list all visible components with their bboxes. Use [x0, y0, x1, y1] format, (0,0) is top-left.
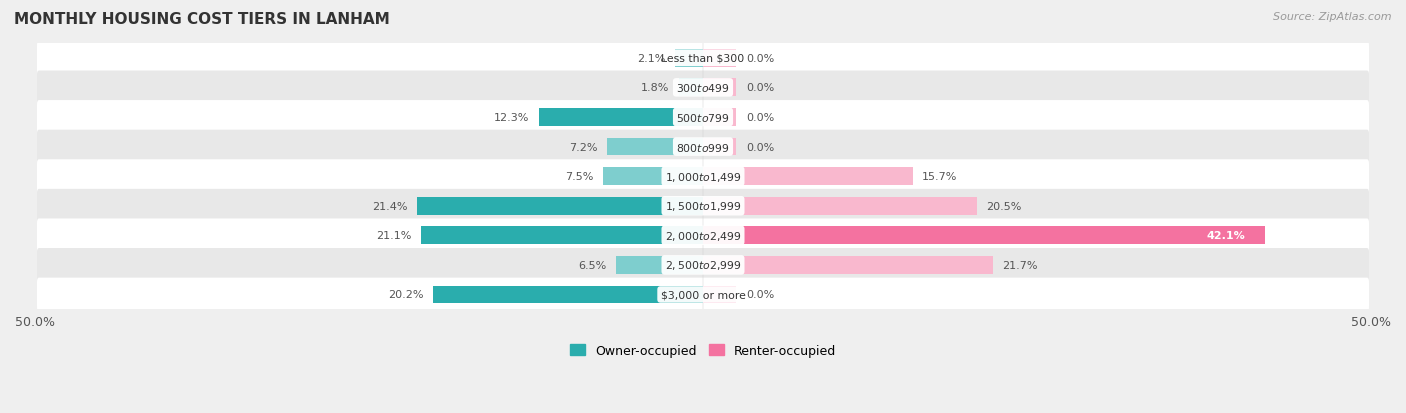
Bar: [703, 197, 977, 215]
Bar: [703, 227, 1265, 244]
Text: MONTHLY HOUSING COST TIERS IN LANHAM: MONTHLY HOUSING COST TIERS IN LANHAM: [14, 12, 389, 27]
Bar: [603, 168, 703, 185]
Legend: Owner-occupied, Renter-occupied: Owner-occupied, Renter-occupied: [565, 339, 841, 362]
Bar: [418, 197, 703, 215]
Text: $3,000 or more: $3,000 or more: [661, 290, 745, 300]
Text: Source: ZipAtlas.com: Source: ZipAtlas.com: [1274, 12, 1392, 22]
Text: 0.0%: 0.0%: [745, 142, 773, 152]
Bar: [422, 227, 703, 244]
FancyBboxPatch shape: [37, 131, 1369, 164]
Text: $500 to $799: $500 to $799: [676, 112, 730, 123]
Text: 0.0%: 0.0%: [745, 83, 773, 93]
Text: 7.5%: 7.5%: [565, 172, 593, 182]
Text: 1.8%: 1.8%: [641, 83, 669, 93]
Text: $2,000 to $2,499: $2,000 to $2,499: [665, 229, 741, 242]
Text: 7.2%: 7.2%: [569, 142, 598, 152]
Bar: [703, 79, 737, 97]
Text: 2.1%: 2.1%: [637, 54, 665, 64]
FancyBboxPatch shape: [37, 42, 1369, 76]
Text: 0.0%: 0.0%: [745, 290, 773, 300]
Text: $2,500 to $2,999: $2,500 to $2,999: [665, 259, 741, 272]
Bar: [607, 138, 703, 156]
Bar: [616, 256, 703, 274]
Bar: [538, 109, 703, 126]
Text: 21.7%: 21.7%: [1002, 260, 1038, 270]
Bar: [703, 138, 737, 156]
Text: 15.7%: 15.7%: [922, 172, 957, 182]
Bar: [433, 286, 703, 304]
FancyBboxPatch shape: [37, 160, 1369, 194]
FancyBboxPatch shape: [37, 101, 1369, 135]
Bar: [703, 256, 993, 274]
Bar: [675, 50, 703, 67]
Bar: [703, 286, 737, 304]
FancyBboxPatch shape: [37, 71, 1369, 105]
Text: 20.5%: 20.5%: [986, 201, 1022, 211]
Text: $1,500 to $1,999: $1,500 to $1,999: [665, 200, 741, 213]
Text: 0.0%: 0.0%: [745, 54, 773, 64]
FancyBboxPatch shape: [37, 278, 1369, 311]
Bar: [679, 79, 703, 97]
Bar: [703, 168, 912, 185]
Text: $800 to $999: $800 to $999: [676, 141, 730, 153]
Text: $1,000 to $1,499: $1,000 to $1,499: [665, 170, 741, 183]
Text: 21.4%: 21.4%: [373, 201, 408, 211]
Text: 20.2%: 20.2%: [388, 290, 423, 300]
FancyBboxPatch shape: [37, 190, 1369, 223]
Text: $300 to $499: $300 to $499: [676, 82, 730, 94]
Text: 42.1%: 42.1%: [1206, 231, 1246, 241]
FancyBboxPatch shape: [37, 249, 1369, 282]
Bar: [703, 50, 737, 67]
Text: 6.5%: 6.5%: [578, 260, 607, 270]
Text: Less than $300: Less than $300: [661, 54, 745, 64]
Text: 12.3%: 12.3%: [494, 113, 529, 123]
FancyBboxPatch shape: [37, 219, 1369, 253]
Text: 21.1%: 21.1%: [377, 231, 412, 241]
Bar: [703, 109, 737, 126]
Text: 0.0%: 0.0%: [745, 113, 773, 123]
